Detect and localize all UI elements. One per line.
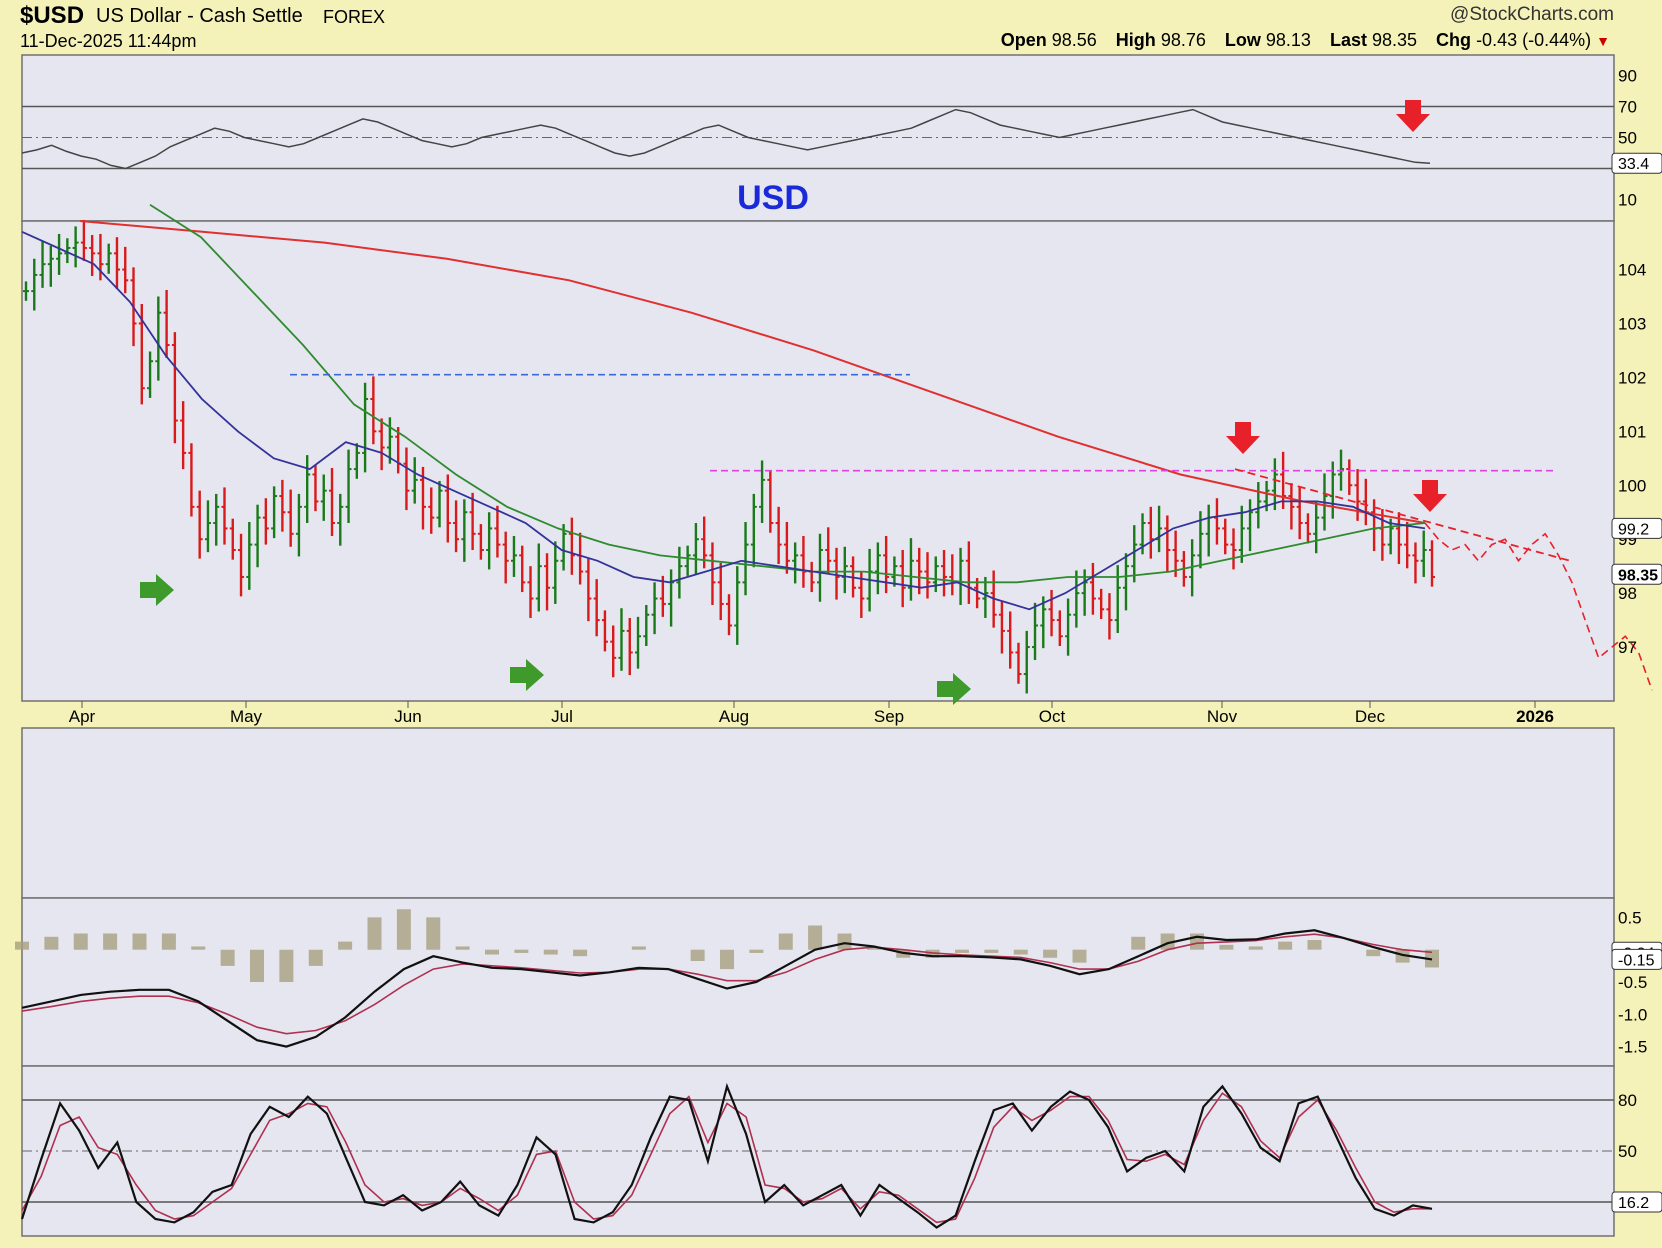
rsi-tick-label: 90	[1618, 67, 1637, 86]
last-value: 98.35	[1371, 30, 1418, 50]
month-label: Aug	[719, 707, 749, 726]
red-down-arrow-icon	[1226, 422, 1260, 454]
month-label: Oct	[1039, 707, 1066, 726]
chg-value: -0.43 (-0.44%)	[1476, 30, 1592, 50]
macd-tick-label: 0.5	[1618, 908, 1642, 927]
stoch-last-value-box	[1611, 1191, 1662, 1213]
symbol-description: US Dollar - Cash Settle	[96, 5, 303, 27]
price-last-value-box	[1611, 563, 1662, 585]
rsi-line	[21, 108, 1431, 170]
macd-tick-label: -1.5	[1618, 1038, 1647, 1057]
ma-last-value: 99.2	[1618, 521, 1649, 538]
macd-line	[21, 929, 1433, 1048]
month-label: Jun	[394, 707, 421, 726]
month-label: Apr	[69, 707, 96, 726]
price-tick-label: 101	[1618, 422, 1646, 441]
green-right-arrow-icon	[140, 574, 174, 606]
rsi-tick-label: 70	[1618, 98, 1637, 117]
month-label: Jul	[551, 707, 573, 726]
stoch-tick-label: 50	[1618, 1142, 1637, 1161]
month-label: Dec	[1355, 707, 1386, 726]
low-value: 98.13	[1265, 30, 1311, 50]
low-label: Low	[1224, 30, 1261, 50]
symbol-label: $USD	[20, 2, 85, 29]
volume-panel	[21, 727, 1615, 899]
high-label: High	[1115, 30, 1156, 50]
ma-20-line	[21, 230, 1426, 611]
chart-datetime: 11-Dec-2025 11:44pm	[20, 31, 197, 51]
price-tick-label: 102	[1618, 368, 1646, 387]
green-right-arrow-icon	[510, 659, 544, 691]
stoch-last-value: 16.2	[1618, 1195, 1649, 1212]
macd-tick-label: -1.0	[1618, 1005, 1647, 1024]
price-last-value: 98.35	[1618, 567, 1658, 584]
month-label: 2026	[1516, 707, 1554, 726]
ma-50-line	[149, 204, 1426, 584]
rsi-tick-label: 10	[1618, 191, 1637, 210]
price-tick-label: 104	[1618, 261, 1646, 280]
price-panel	[21, 220, 1615, 702]
price-tick-label: 103	[1618, 314, 1646, 333]
ma-last-value-box	[1611, 517, 1662, 539]
price-title: USD	[737, 179, 809, 217]
red-down-arrow-icon	[1396, 100, 1430, 132]
ma-200-line	[79, 220, 1426, 524]
brand-watermark: @StockCharts.com	[1450, 4, 1614, 25]
rsi-tick-label: 50	[1618, 129, 1637, 148]
month-label: Sep	[874, 707, 904, 726]
stoch-tick-label: 80	[1618, 1091, 1637, 1110]
macd-last-value-box	[1611, 948, 1662, 970]
trendline-red	[1234, 468, 1571, 562]
macd-tick-label: -0.5	[1618, 973, 1647, 992]
rsi-last-value-box	[1611, 152, 1662, 174]
red-down-arrow-icon	[1413, 480, 1447, 512]
rsi-last-value: 33.4	[1618, 156, 1649, 173]
open-value: 98.56	[1051, 30, 1097, 50]
month-label: May	[230, 707, 263, 726]
exchange-label: FOREX	[323, 7, 386, 27]
last-label: Last	[1329, 30, 1367, 50]
price-tick-label: 97	[1618, 638, 1637, 657]
price-tick-label: 98	[1618, 584, 1637, 603]
green-right-arrow-icon	[937, 673, 971, 705]
stoch-k-line	[20, 1082, 1433, 1229]
stoch-d-line	[21, 1092, 1432, 1224]
high-value: 98.76	[1160, 30, 1206, 50]
down-triangle-icon: ▼	[1596, 33, 1610, 49]
projection-path	[1424, 522, 1653, 691]
macd-signal-line	[21, 933, 1433, 1035]
open-label: Open	[1000, 30, 1047, 50]
macd-last-value: -0.15	[1618, 952, 1655, 969]
price-tick-label: 100	[1618, 476, 1646, 495]
chg-label: Chg	[1436, 30, 1472, 50]
ohlc-readout: Open 98.56 High 98.76 Low 98.13 Last 98.…	[1001, 30, 1610, 51]
month-label: Nov	[1207, 707, 1238, 726]
